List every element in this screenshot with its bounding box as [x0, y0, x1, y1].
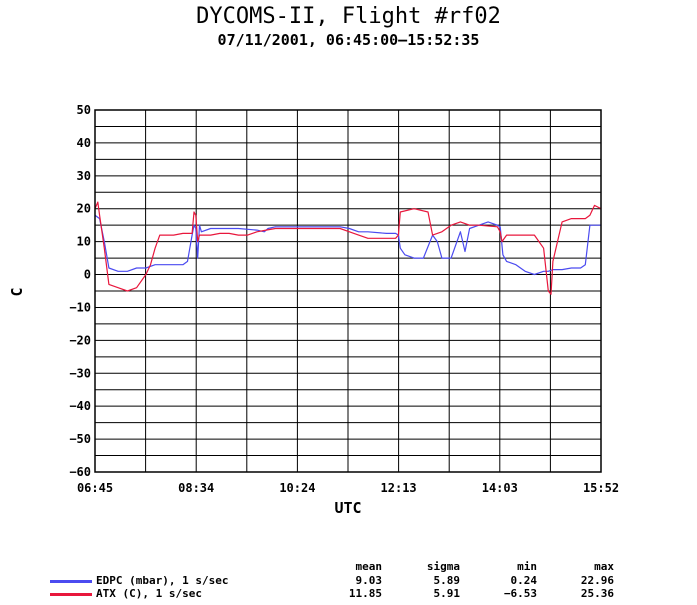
x-tick-label: 10:24 — [279, 481, 315, 495]
y-tick-label: −50 — [69, 432, 91, 446]
legend-col-mean: mean — [355, 560, 383, 573]
legend-name-edpc: EDPC (mbar), 1 s/sec — [96, 574, 229, 587]
legend-mean-atx: 11.85 — [348, 587, 382, 600]
x-tick-label: 14:03 — [482, 481, 518, 495]
legend-max-edpc: 22.96 — [580, 574, 614, 587]
y-tick-label: −10 — [69, 300, 91, 314]
line-chart: 50 40 30 20 10 0 −10 −20 −30 −40 −50 −60 06:45 08:34… — [8, 103, 619, 517]
legend-col-min: min — [517, 560, 537, 573]
series-lines — [94, 201, 602, 295]
legend-col-max: max — [594, 560, 614, 573]
series-line-atx — [94, 201, 602, 295]
y-tick-label: −40 — [69, 399, 91, 413]
y-tick-label: −20 — [69, 333, 91, 347]
y-tick-label: 40 — [77, 136, 91, 150]
plot-frame — [94, 109, 602, 473]
x-tick-label: 08:34 — [178, 481, 214, 495]
plot-border — [94, 109, 602, 473]
y-tick-label: 30 — [77, 169, 91, 183]
y-tick-label: −60 — [69, 465, 91, 479]
legend-sigma-edpc: 5.89 — [433, 574, 461, 587]
legend-stats-table: mean sigma min max EDPC (mbar), 1 s/sec … — [0, 560, 697, 605]
legend-col-sigma: sigma — [426, 560, 460, 573]
y-tick-label: 50 — [77, 103, 91, 117]
legend-min-edpc: 0.24 — [510, 574, 538, 587]
legend-row-atx: ATX (C), 1 s/sec 11.85 5.91 −6.53 25.36 — [0, 587, 697, 600]
y-tick-label: 10 — [77, 235, 91, 249]
legend-name-atx: ATX (C), 1 s/sec — [96, 587, 202, 600]
x-axis-label: UTC — [334, 499, 361, 517]
y-axis-label: C — [8, 287, 26, 296]
y-tick-label: 0 — [84, 268, 91, 282]
chart-subtitle: 07/11/2001, 06:45:00–15:52:35 — [217, 31, 480, 49]
legend-swatch-atx — [50, 593, 92, 596]
x-tick-label: 12:13 — [381, 481, 417, 495]
y-tick-label: −30 — [69, 366, 91, 380]
grid-lines — [94, 109, 602, 473]
x-axis-ticks: 06:45 08:34 10:24 12:13 14:03 15:52 — [77, 481, 619, 495]
legend-sigma-atx: 5.91 — [433, 587, 461, 600]
legend-mean-edpc: 9.03 — [355, 574, 383, 587]
legend-header-row: mean sigma min max — [0, 560, 697, 573]
x-tick-label: 06:45 — [77, 481, 113, 495]
legend-max-atx: 25.36 — [580, 587, 614, 600]
series-line-edpc — [94, 214, 601, 276]
chart-title: DYCOMS-II, Flight #rf02 — [196, 4, 501, 29]
legend-swatch-edpc — [50, 580, 92, 583]
legend-row-edpc: EDPC (mbar), 1 s/sec 9.03 5.89 0.24 22.9… — [0, 574, 697, 587]
y-tick-label: 20 — [77, 202, 91, 216]
y-axis-ticks: 50 40 30 20 10 0 −10 −20 −30 −40 −50 −60 — [69, 103, 91, 479]
x-tick-label: 15:52 — [583, 481, 619, 495]
legend-min-atx: −6.53 — [503, 587, 537, 600]
